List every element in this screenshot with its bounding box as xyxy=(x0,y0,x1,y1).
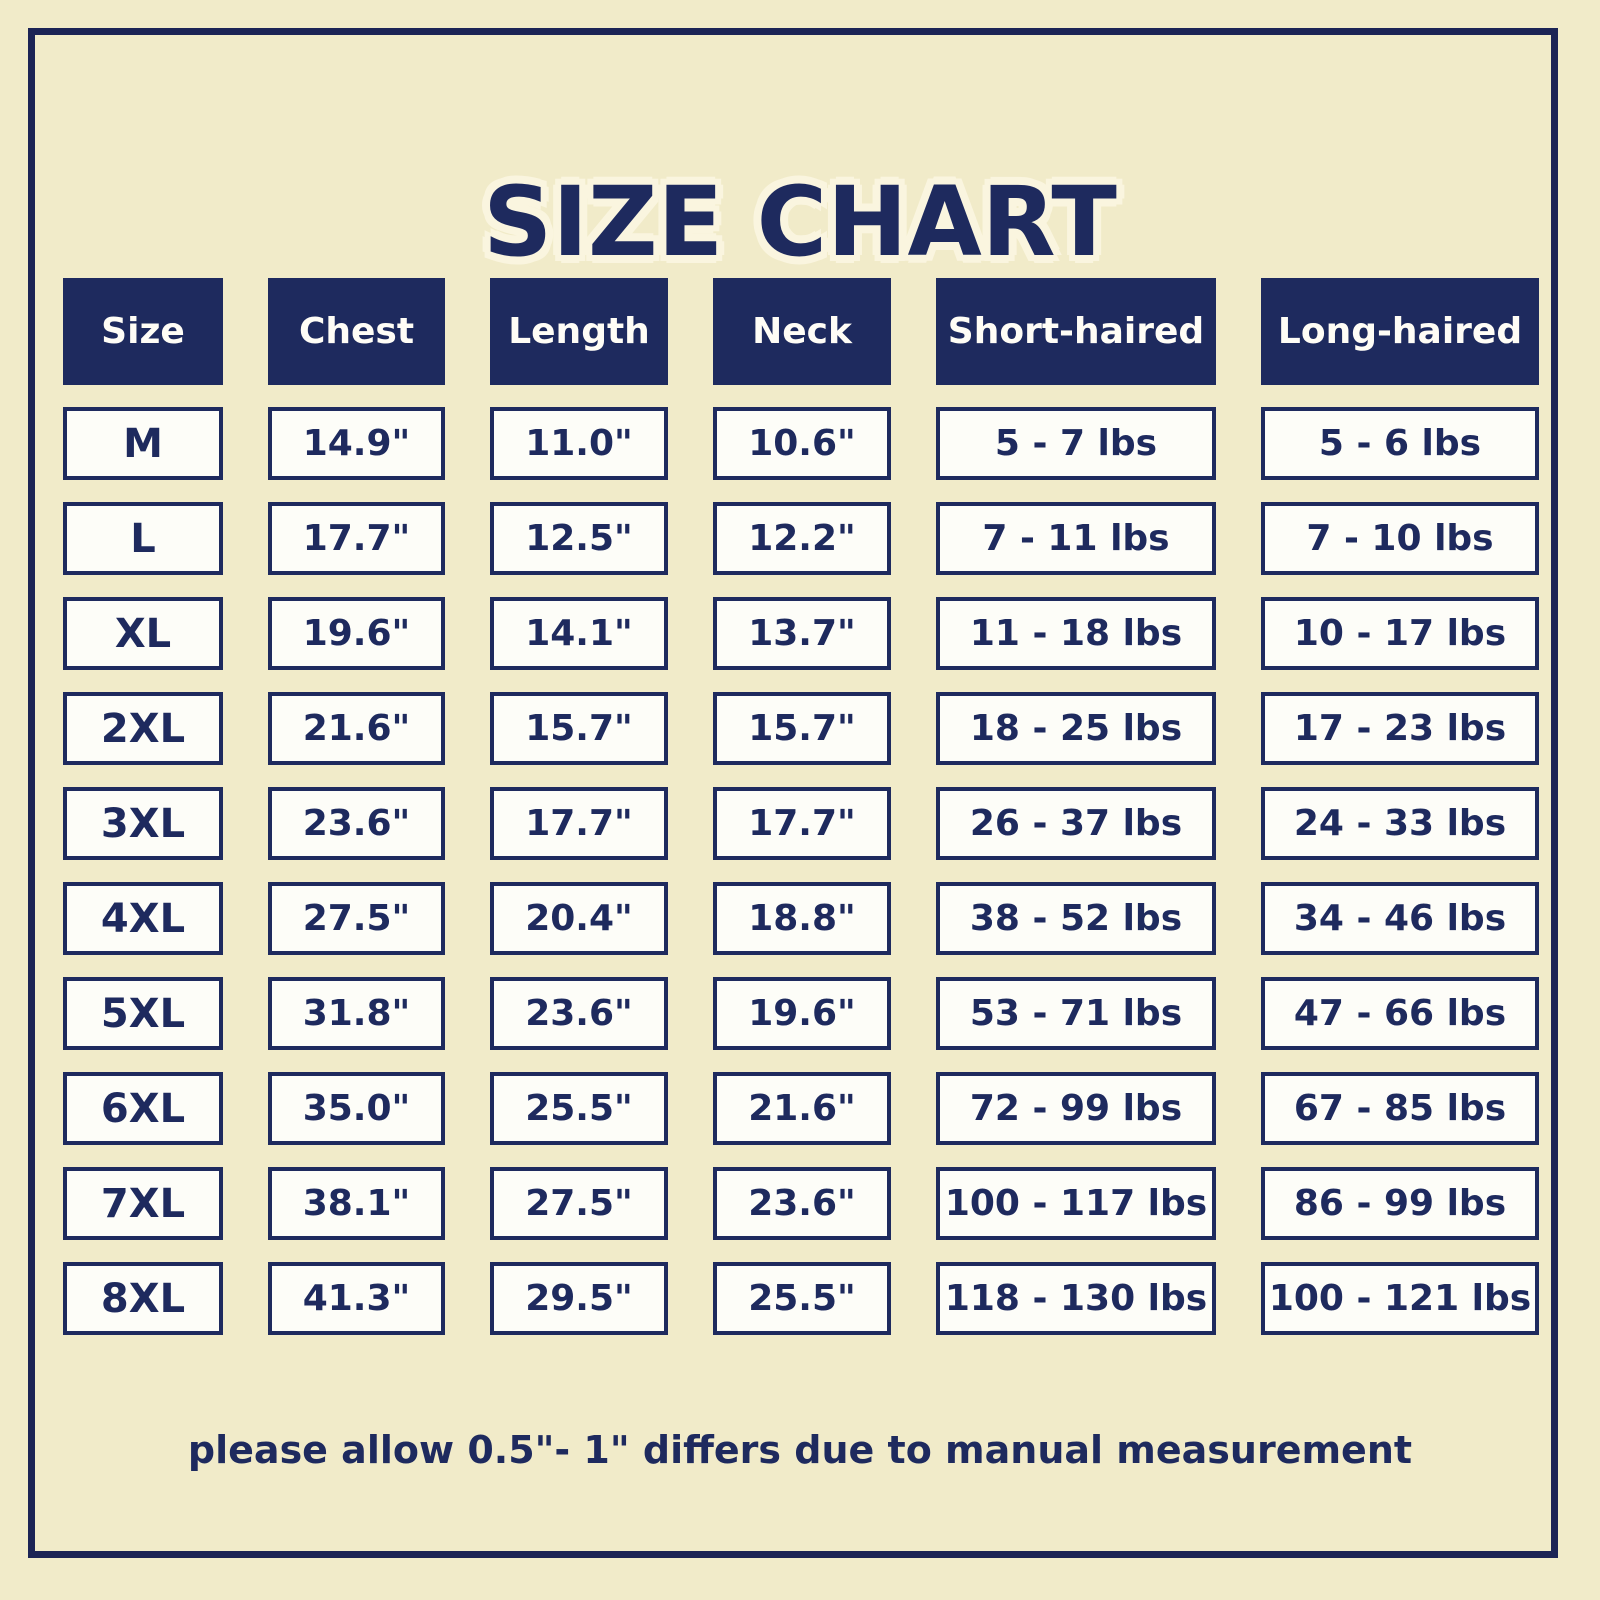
column-header-size: Size xyxy=(63,278,223,385)
size-row-label: 7XL xyxy=(63,1167,223,1240)
table-cell: 13.7" xyxy=(713,597,891,670)
table-cell: 23.6" xyxy=(490,977,668,1050)
table-cell: 12.5" xyxy=(490,502,668,575)
table-cell: 29.5" xyxy=(490,1262,668,1335)
table-cell: 12.2" xyxy=(713,502,891,575)
column-header-neck: Neck xyxy=(713,278,891,385)
table-cell: 11.0" xyxy=(490,407,668,480)
table-cell: 35.0" xyxy=(268,1072,445,1145)
size-row-label: M xyxy=(63,407,223,480)
table-cell: 25.5" xyxy=(490,1072,668,1145)
table-cell: 14.1" xyxy=(490,597,668,670)
table-cell: 34 - 46 lbs xyxy=(1261,882,1539,955)
table-cell: 17 - 23 lbs xyxy=(1261,692,1539,765)
table-cell: 23.6" xyxy=(268,787,445,860)
table-cell: 38 - 52 lbs xyxy=(936,882,1216,955)
table-cell: 25.5" xyxy=(713,1262,891,1335)
table-cell: 100 - 121 lbs xyxy=(1261,1262,1539,1335)
table-cell: 10.6" xyxy=(713,407,891,480)
table-cell: 27.5" xyxy=(490,1167,668,1240)
table-cell: 86 - 99 lbs xyxy=(1261,1167,1539,1240)
size-row-label: 2XL xyxy=(63,692,223,765)
table-cell: 47 - 66 lbs xyxy=(1261,977,1539,1050)
table-cell: 7 - 11 lbs xyxy=(936,502,1216,575)
size-row-label: XL xyxy=(63,597,223,670)
table-cell: 53 - 71 lbs xyxy=(936,977,1216,1050)
table-cell: 31.8" xyxy=(268,977,445,1050)
table-cell: 20.4" xyxy=(490,882,668,955)
measurement-note: please allow 0.5"- 1" differs due to man… xyxy=(187,1428,1413,1472)
size-row-label: 6XL xyxy=(63,1072,223,1145)
table-cell: 41.3" xyxy=(268,1262,445,1335)
table-cell: 15.7" xyxy=(713,692,891,765)
size-row-label: 8XL xyxy=(63,1262,223,1335)
size-row-label: L xyxy=(63,502,223,575)
table-cell: 23.6" xyxy=(713,1167,891,1240)
table-cell: 17.7" xyxy=(490,787,668,860)
table-cell: 67 - 85 lbs xyxy=(1261,1072,1539,1145)
table-cell: 5 - 6 lbs xyxy=(1261,407,1539,480)
table-cell: 11 - 18 lbs xyxy=(936,597,1216,670)
table-cell: 17.7" xyxy=(713,787,891,860)
column-header-chest: Chest xyxy=(268,278,445,385)
table-cell: 24 - 33 lbs xyxy=(1261,787,1539,860)
column-header-length: Length xyxy=(490,278,668,385)
table-cell: 17.7" xyxy=(268,502,445,575)
table-cell: 38.1" xyxy=(268,1167,445,1240)
table-cell: 100 - 117 lbs xyxy=(936,1167,1216,1240)
table-cell: 7 - 10 lbs xyxy=(1261,502,1539,575)
table-cell: 21.6" xyxy=(268,692,445,765)
table-cell: 27.5" xyxy=(268,882,445,955)
size-row-label: 3XL xyxy=(63,787,223,860)
table-cell: 21.6" xyxy=(713,1072,891,1145)
size-row-label: 4XL xyxy=(63,882,223,955)
size-chart-table: Size Chest Length Neck Short-haired Long-hair… xyxy=(63,278,1539,1335)
table-cell: 14.9" xyxy=(268,407,445,480)
table-cell: 5 - 7 lbs xyxy=(936,407,1216,480)
table-cell: 10 - 17 lbs xyxy=(1261,597,1539,670)
table-cell: 18 - 25 lbs xyxy=(936,692,1216,765)
table-cell: 118 - 130 lbs xyxy=(936,1262,1216,1335)
table-cell: 26 - 37 lbs xyxy=(936,787,1216,860)
table-cell: 18.8" xyxy=(713,882,891,955)
table-cell: 19.6" xyxy=(268,597,445,670)
table-cell: 19.6" xyxy=(713,977,891,1050)
size-row-label: 5XL xyxy=(63,977,223,1050)
table-cell: 15.7" xyxy=(490,692,668,765)
table-cell: 72 - 99 lbs xyxy=(936,1072,1216,1145)
page-title: SIZE CHART xyxy=(483,166,1117,279)
column-header-short-haired: Short-haired xyxy=(936,278,1216,385)
column-header-long-haired: Long-haired xyxy=(1261,278,1539,385)
